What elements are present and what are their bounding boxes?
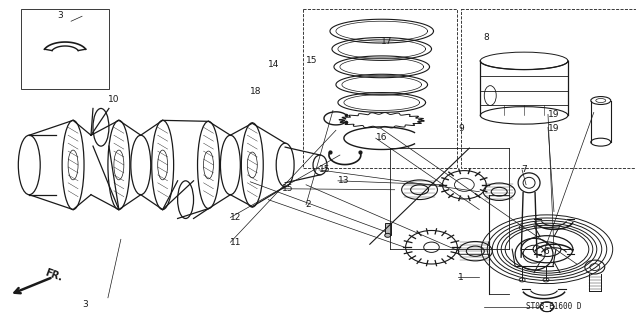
Text: 3: 3 [82, 300, 88, 309]
Bar [303, 9, 457, 168]
Text: 14: 14 [268, 60, 279, 69]
Text: 8: 8 [483, 33, 489, 42]
Bar [21, 9, 109, 89]
Text: 3: 3 [57, 11, 63, 20]
Text: 15: 15 [318, 165, 330, 174]
Text: 15: 15 [282, 184, 293, 193]
Text: 11: 11 [230, 238, 241, 247]
Text: 2: 2 [306, 200, 311, 209]
Text: 10: 10 [108, 95, 120, 104]
Text: FR.: FR. [43, 268, 64, 283]
Text: 18: 18 [250, 87, 262, 96]
Text: ST03-E1600 D: ST03-E1600 D [526, 302, 582, 311]
Text: 1: 1 [458, 273, 464, 282]
Bar [461, 9, 636, 168]
Ellipse shape [385, 233, 390, 237]
Text: 17: 17 [381, 37, 392, 46]
Text: 12: 12 [230, 212, 241, 222]
Text: 13: 13 [338, 176, 349, 185]
Text: 19: 19 [548, 109, 559, 118]
Text: 15: 15 [306, 56, 317, 65]
Text: 7: 7 [522, 165, 527, 174]
Text: 9: 9 [458, 124, 464, 133]
Text: 19: 19 [548, 124, 559, 133]
Text: 6: 6 [543, 247, 549, 257]
Text: 16: 16 [376, 133, 387, 142]
Bar [385, 223, 390, 235]
